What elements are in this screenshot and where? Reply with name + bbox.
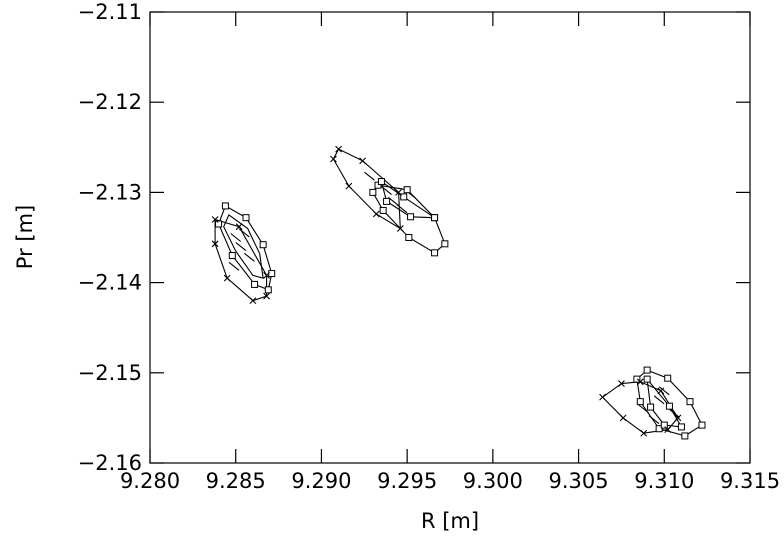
orbit-dash [381,186,392,196]
orbit-point-square [431,214,439,222]
y-tick-label: −2.11 [78,0,142,24]
orbit-dash [658,386,670,396]
y-tick-label: −2.12 [78,90,142,114]
x-tick-label: 9.280 [120,469,180,493]
orbit-point-square [681,432,689,440]
axis-ticks [149,11,751,464]
orbit-dash [648,415,660,425]
orbit-point-square [369,188,377,196]
orbit-dash [238,228,250,238]
x-tick-label: 9.295 [377,469,437,493]
orbit-point-cross [640,429,648,437]
orbit-point-cross [263,292,270,300]
orbit-point-cross [664,426,672,434]
orbit-point-square [647,403,655,411]
orbit-point-cross [330,155,337,163]
orbit-point-cross [345,182,353,190]
x-tick-label: 9.300 [463,469,523,493]
orbit-point-square [268,270,276,278]
orbit-curve [646,377,683,428]
orbit-point-square [405,234,413,241]
orbit-point-square [664,374,672,382]
orbit-point-square [643,366,651,374]
orbit-dash-segments [228,171,680,425]
orbit-point-square [655,425,663,433]
orbit-curve [223,214,264,279]
orbit-point-square [636,398,644,406]
y-axis-label: Pr [m] [13,205,37,269]
orbit-point-square [665,402,673,410]
orbit-point-square [698,421,706,429]
orbit-point-cross [396,225,404,232]
orbit-point-square [441,240,449,248]
orbit-point-square [242,214,250,222]
x-tick-label: 9.290 [291,469,351,493]
orbit-curve [214,218,268,302]
orbit-point-cross [636,378,644,386]
orbit-point-square [383,197,391,205]
orbit-point-cross [335,145,342,153]
orbit-point-square [407,213,415,221]
orbit-dash [653,395,665,405]
orbit-point-square [228,252,236,260]
x-tick-label: 9.285 [206,469,266,493]
orbit-point-square [251,280,259,288]
orbit-point-cross [223,274,231,282]
orbit-point-cross [599,393,606,401]
x-tick-labels: 9.280 9.285 9.290 9.295 9.300 9.305 9.310 9.315 [120,469,780,493]
x-tick-label: 9.310 [634,469,694,493]
y-tick-label: −2.13 [78,180,142,204]
orbit-point-cross [618,380,625,388]
orbit-point-square [264,286,272,294]
x-axis-label: R [m] [421,509,479,533]
orbit-point-cross [372,210,380,218]
orbit-point-square [377,178,385,186]
orbit-point-cross [359,157,366,165]
orbit-dash [669,408,680,418]
orbit-point-square [259,241,267,249]
orbit-point-cross [235,223,243,231]
orbit-dash [388,196,399,206]
orbit-dash [235,242,247,251]
x-tick-label: 9.315 [720,469,780,493]
orbit-curve [332,148,401,230]
orbit-point-cross [211,240,219,248]
orbit-curves [214,148,703,437]
orbit-dash [396,204,408,214]
y-tick-label: −2.15 [78,361,142,385]
orbit-point-cross [674,414,682,422]
orbit-point-cross [657,387,665,395]
orbit-dash [244,252,255,262]
orbit-dash [230,233,242,242]
orbit-point-square [215,220,223,228]
orbit-point-cross [263,271,270,279]
orbit-point-square [677,423,685,431]
plot-frame [149,11,751,464]
orbit-dash [364,171,375,181]
orbit-dash [638,404,650,414]
orbit-point-cross [249,297,257,305]
y-tick-labels: −2.11 −2.12 −2.13 −2.14 −2.15 −2.16 [78,0,142,475]
orbit-point-square [403,186,411,194]
orbit-point-cross [395,189,402,196]
orbit-point-cross [619,414,627,422]
orbit-point-square [660,421,668,429]
y-tick-label: −2.16 [78,451,142,475]
orbit-point-square [643,375,651,383]
orbit-markers [211,145,706,440]
y-tick-label: −2.14 [78,271,142,295]
orbit-point-square [633,375,641,383]
orbit-point-square [379,206,387,214]
orbit-point-square [400,193,408,201]
orbit-point-square [686,398,694,406]
orbit-dash [228,261,240,271]
orbit-point-square [221,202,229,210]
orbit-point-cross [211,216,219,223]
x-tick-label: 9.305 [549,469,609,493]
orbit-point-square [431,249,439,257]
